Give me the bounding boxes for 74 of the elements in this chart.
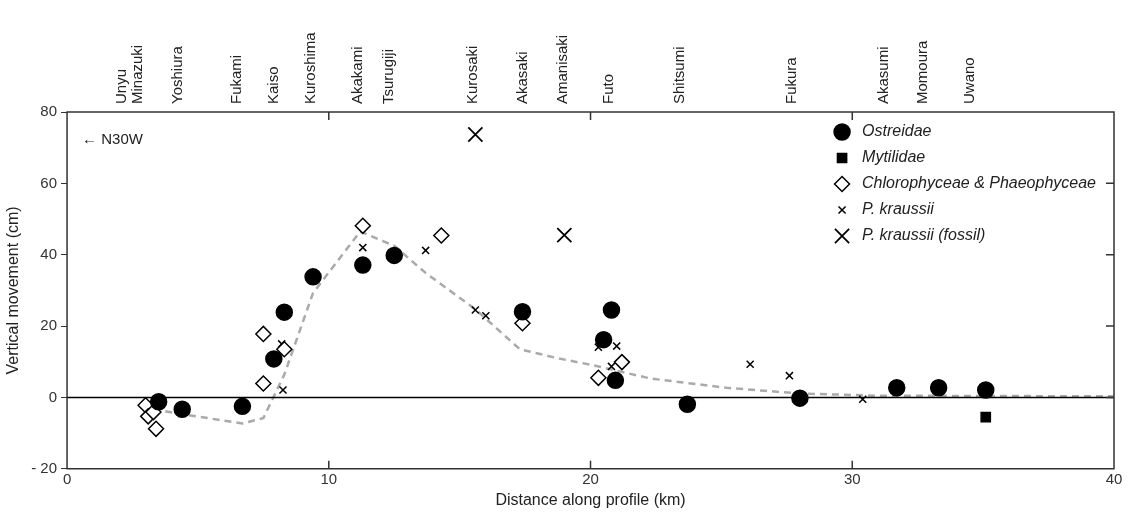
point [354, 256, 372, 274]
legend-label: Mytilidae [862, 148, 926, 166]
text: Momoura [913, 39, 931, 104]
text: Fukami [227, 54, 245, 104]
text: Fukura [782, 56, 800, 104]
text: Kurosaki [462, 45, 480, 104]
point [255, 375, 272, 392]
text: Akasaki [512, 51, 530, 104]
x-tick-label: 30 [843, 469, 861, 487]
point [791, 389, 809, 407]
point [929, 379, 948, 397]
point [354, 217, 372, 235]
point [233, 397, 252, 416]
point [278, 385, 288, 395]
text: Kaiso [263, 66, 281, 104]
point [745, 359, 755, 369]
text: Tsurugiji [379, 48, 397, 104]
annotation: ← N30W [82, 130, 144, 148]
point [612, 341, 621, 351]
point [858, 394, 868, 404]
point [358, 243, 368, 252]
point [678, 395, 697, 413]
text: Akasumi [873, 46, 891, 104]
point [265, 350, 283, 368]
point [606, 371, 625, 390]
point [276, 341, 293, 358]
text: Unyu [112, 68, 130, 104]
x-tick-label: 40 [1105, 469, 1123, 487]
point [594, 330, 613, 349]
point [556, 227, 573, 244]
point [149, 392, 168, 411]
text: Uwano [960, 57, 978, 104]
point [173, 400, 191, 418]
point [421, 246, 430, 255]
text: Akakami [347, 46, 365, 104]
point [602, 301, 621, 319]
point [980, 411, 992, 423]
text: Yoshiura [168, 45, 186, 104]
point [481, 311, 491, 321]
point [467, 126, 484, 143]
x-tick-label: 0 [62, 469, 72, 487]
point [471, 305, 480, 315]
text: Shitsumi [669, 46, 687, 104]
y-tick-label: 80 [40, 102, 58, 120]
point [275, 303, 294, 321]
text: Futo [598, 73, 616, 104]
point [977, 381, 995, 399]
x-tick-label: 20 [582, 469, 599, 487]
point [613, 353, 631, 371]
y-tick-label: 40 [40, 244, 58, 262]
point [255, 325, 272, 343]
point [785, 371, 794, 380]
point [513, 303, 532, 321]
legend-label: P. kraussii [862, 200, 935, 218]
point [594, 342, 603, 352]
legend-label: Chlorophyceae & Phaeophyceae [862, 174, 1097, 192]
y-axis-title: Vertical movement (cm) [4, 206, 22, 375]
point [590, 369, 607, 387]
point [147, 420, 165, 438]
point [304, 268, 322, 286]
y-tick-label: 20 [40, 316, 58, 334]
text: Amanisaki [553, 34, 571, 104]
point [607, 362, 616, 371]
text: Kuroshima [300, 31, 318, 104]
point [888, 379, 906, 397]
legend-label: Ostreidae [862, 122, 932, 140]
y-tick-label: - 20 [31, 458, 58, 476]
legend-label: P. kraussii (fossil) [862, 226, 986, 244]
point [385, 246, 403, 265]
x-tick-label: 10 [320, 469, 338, 487]
y-tick-label: 0 [48, 387, 58, 405]
x-axis-title: Distance along profile (km) [495, 490, 686, 508]
y-tick-label: 60 [40, 173, 58, 191]
point [433, 227, 450, 244]
